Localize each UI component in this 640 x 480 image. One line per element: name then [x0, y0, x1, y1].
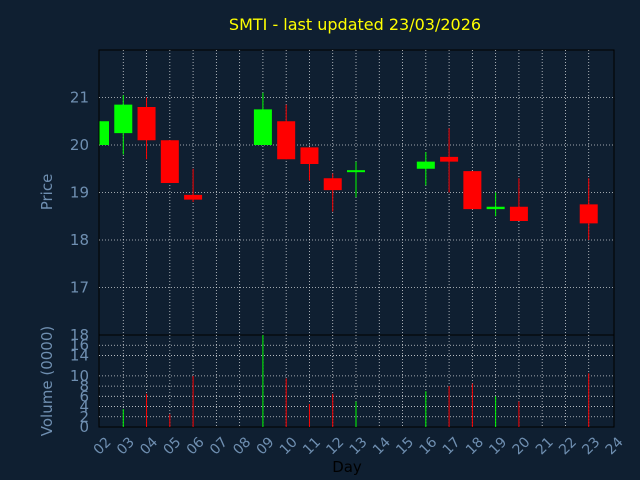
price-y-ticks: 17 18 19 20 21: [70, 89, 89, 297]
candle-body-04: [137, 107, 156, 141]
x-tick-label: 14: [370, 434, 394, 458]
x-tick-label: 02: [91, 434, 115, 458]
volume-bars: [122, 335, 590, 427]
x-tick-label: 11: [300, 434, 324, 458]
x-tick-label: 10: [277, 434, 301, 458]
x-axis-label: Day: [332, 458, 362, 476]
volume-tick-label: 16: [70, 336, 89, 354]
candle-body-11: [300, 147, 319, 164]
candle-body-18: [463, 171, 482, 210]
candle-body-20: [509, 206, 528, 221]
x-tick-label: 09: [254, 434, 278, 458]
price-tick-label: 20: [70, 136, 89, 154]
volume-tick-label: 8: [79, 377, 89, 395]
candle-body-09: [253, 109, 272, 145]
chart-title: SMTI - last updated 23/03/2026: [229, 15, 481, 34]
candlesticks: [99, 92, 598, 240]
candle-body-06: [184, 194, 203, 200]
x-tick-label: 21: [533, 434, 557, 458]
candle-body-17: [440, 156, 459, 162]
volume-tick-label: 2: [79, 408, 89, 426]
volume-grid: [99, 335, 614, 427]
candle-body-13: [347, 170, 365, 173]
x-tick-label: 17: [440, 434, 464, 458]
x-tick-label: 23: [579, 434, 603, 458]
x-tick-label: 05: [161, 434, 185, 458]
price-axis-label: Price: [38, 174, 56, 211]
volume-tick-label: 14: [70, 346, 89, 364]
price-tick-label: 17: [70, 279, 89, 297]
candle-body-10: [277, 121, 296, 160]
candle-body-05: [160, 140, 179, 183]
price-tick-label: 18: [70, 231, 89, 249]
candle-body-23: [579, 204, 598, 224]
x-tick-label: 15: [393, 434, 417, 458]
x-tick-label: 07: [207, 434, 231, 458]
x-tick-label: 03: [114, 434, 138, 458]
candle-body-03: [114, 104, 133, 134]
candle-body-12: [323, 178, 342, 191]
price-grid: [99, 50, 614, 335]
x-tick-label: 18: [463, 434, 487, 458]
candle-body-02: [100, 121, 109, 145]
candle-body-16: [416, 161, 435, 169]
x-tick-label: 08: [230, 434, 254, 458]
x-tick-label: 13: [347, 434, 371, 458]
price-tick-label: 21: [70, 89, 89, 107]
x-tick-label: 16: [417, 434, 441, 458]
volume-tick-label: 4: [79, 398, 89, 416]
x-tick-label: 06: [184, 434, 208, 458]
x-tick-label: 20: [510, 434, 534, 458]
x-tick-label: 22: [556, 434, 580, 458]
volume-tick-label: 6: [79, 387, 89, 405]
x-tick-label: 12: [323, 434, 347, 458]
x-ticks: 02 03 04 05 06 07 08 09 10 11 12 13 14 15 16 17 18 19 20 21…: [91, 434, 627, 458]
x-tick-label: 04: [137, 434, 161, 458]
x-tick-label: 24: [603, 434, 627, 458]
candle-body-19: [486, 206, 505, 210]
volume-axis-label: Volume (0000): [38, 326, 56, 436]
volume-tick-label: 10: [70, 367, 89, 385]
volume-tick-label: 18: [70, 326, 89, 344]
price-tick-label: 19: [70, 184, 89, 202]
volume-tick-label: 0: [79, 418, 89, 436]
x-tick-label: 19: [486, 434, 510, 458]
